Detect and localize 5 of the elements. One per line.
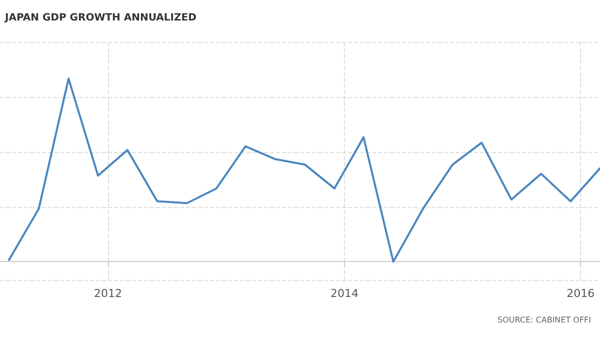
- x-tick-label: 2014: [330, 287, 358, 300]
- x-tick-label: 2012: [94, 287, 122, 300]
- source-note: SOURCE: CABINET OFFI: [497, 316, 592, 324]
- chart-title: JAPAN GDP GROWTH ANNUALIZED: [4, 12, 196, 24]
- x-tick-label: 2016: [566, 287, 595, 300]
